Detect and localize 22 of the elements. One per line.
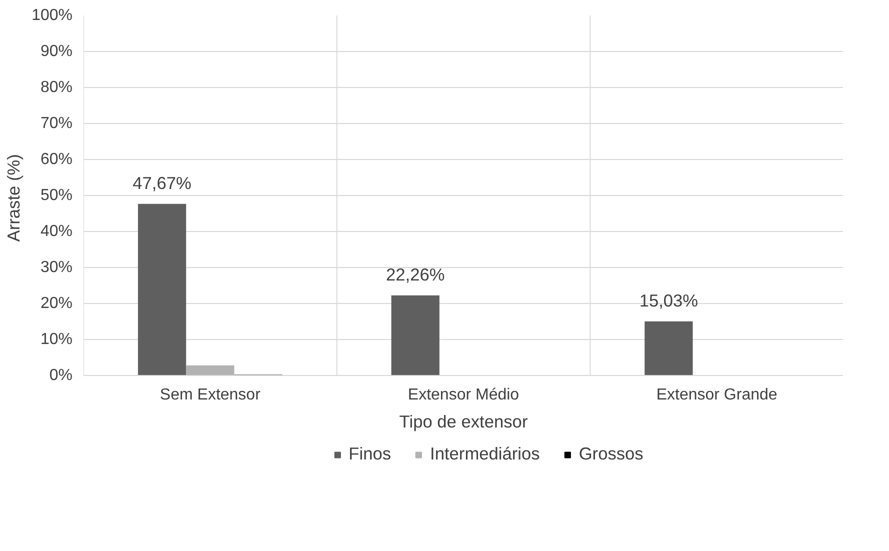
y-tick-label: 20% [40,295,73,312]
y-tick-label: 80% [40,79,73,96]
y-tick-label: 0% [49,367,72,384]
x-tick-label: Extensor Médio [408,386,520,404]
y-tick-label: 70% [40,115,73,132]
y-tick-label: 90% [40,43,73,60]
y-tick-label: 50% [40,187,73,204]
y-tick-label: 30% [40,259,73,276]
y-tick-label: 10% [40,331,73,348]
y-tick-label: 60% [40,151,73,168]
y-tick-label: 100% [32,7,72,24]
data-label: 15,03% [639,290,698,311]
data-label: 47,67% [132,173,192,194]
x-tick-label: Extensor Grande [656,386,778,404]
legend-label: Grossos [578,444,644,464]
x-axis-title: Tipo de extensor [399,412,528,432]
data-label: 22,26% [386,264,445,285]
y-axis-title: Arraste (%) [4,154,24,242]
x-tick-label: Sem Extensor [160,386,262,404]
legend-label: Intermediários [430,444,540,464]
legend-label: Finos [348,444,392,464]
y-tick-label: 40% [40,223,73,240]
